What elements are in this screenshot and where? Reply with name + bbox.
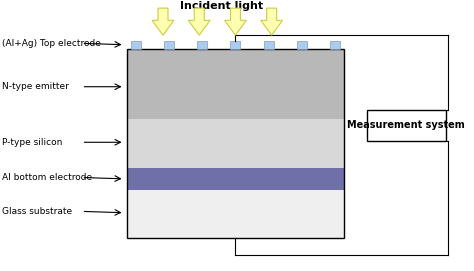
Bar	[264, 41, 273, 49]
FancyArrow shape	[152, 8, 174, 35]
Bar	[367, 110, 446, 141]
Bar	[330, 41, 340, 49]
Bar	[197, 41, 207, 49]
Bar	[127, 49, 344, 238]
Bar	[230, 41, 240, 49]
Bar	[127, 119, 344, 168]
Bar	[131, 41, 141, 49]
Bar	[127, 49, 344, 119]
Bar	[164, 41, 174, 49]
Text: Measurement system: Measurement system	[347, 120, 465, 130]
FancyArrow shape	[261, 8, 283, 35]
Text: (Al+Ag) Top electrode: (Al+Ag) Top electrode	[2, 39, 101, 48]
Bar	[127, 168, 344, 190]
Text: Glass substrate: Glass substrate	[2, 207, 73, 216]
Text: P-type silicon: P-type silicon	[2, 138, 63, 147]
Text: Al bottom electrode: Al bottom electrode	[2, 173, 92, 182]
Bar	[297, 41, 307, 49]
FancyArrow shape	[225, 8, 246, 35]
Text: N-type emitter: N-type emitter	[2, 82, 69, 91]
Bar	[127, 190, 344, 238]
FancyArrow shape	[188, 8, 210, 35]
Text: Incident light: Incident light	[180, 1, 264, 11]
